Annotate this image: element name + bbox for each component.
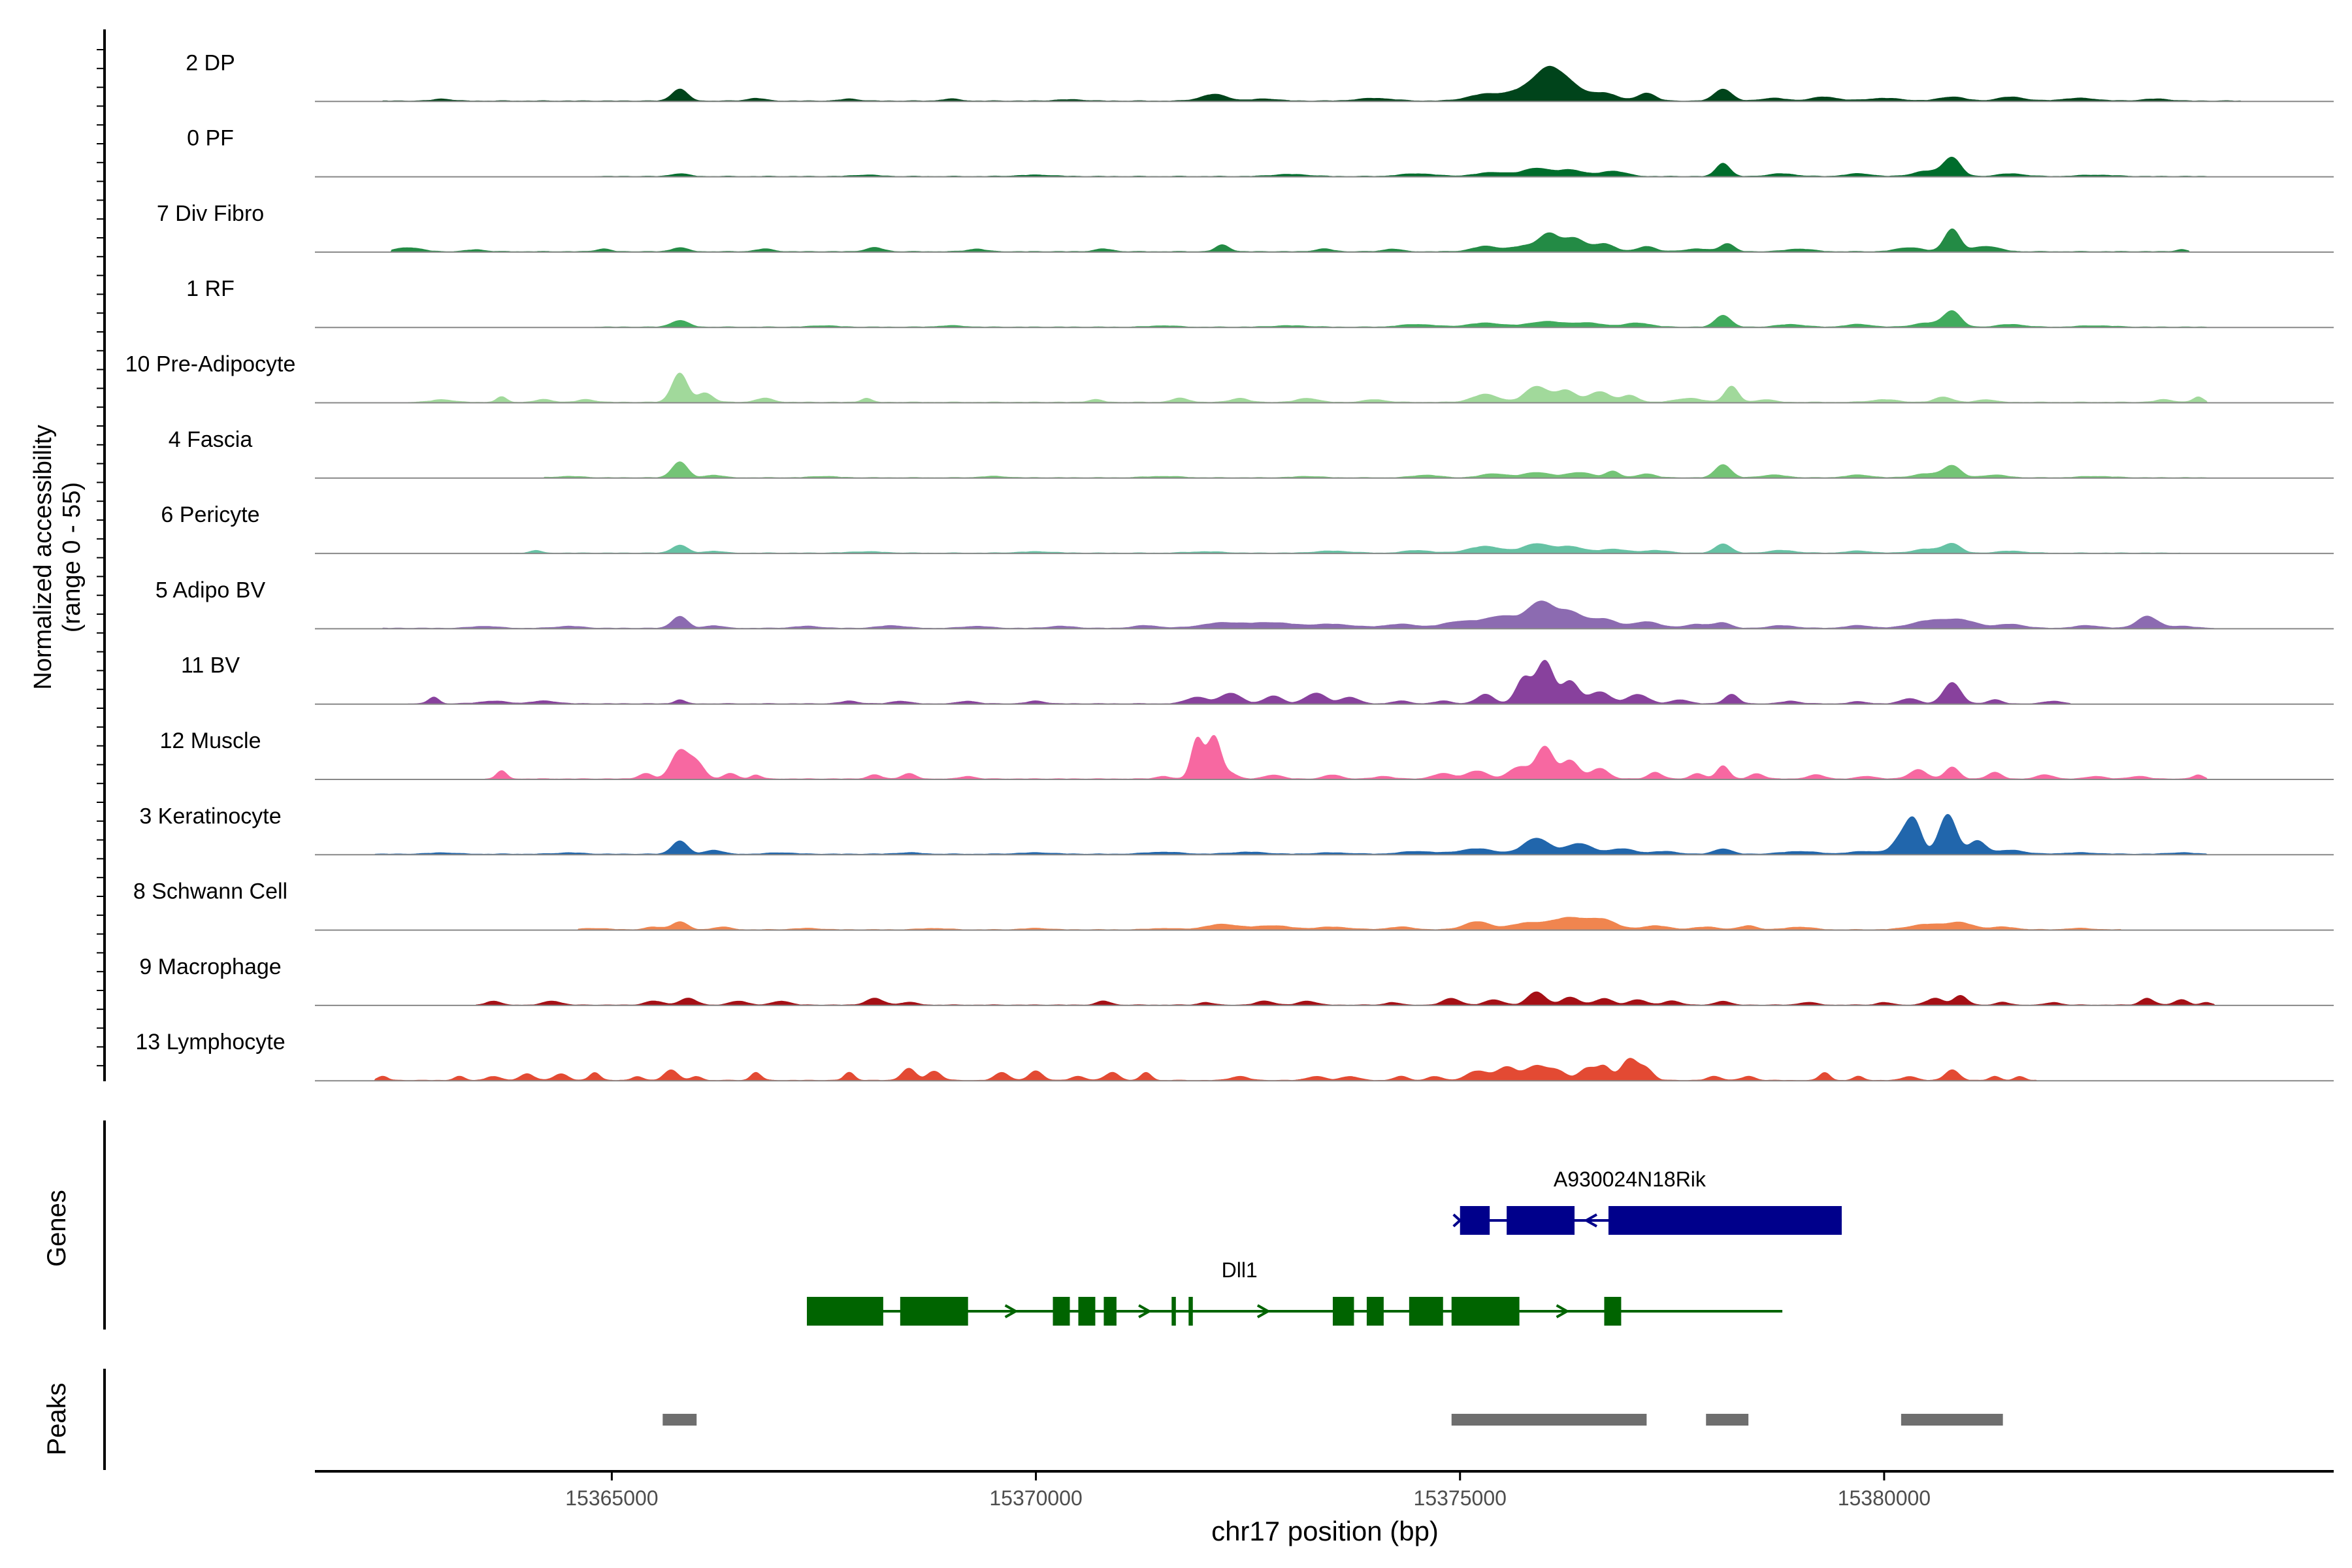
peak-region — [1706, 1414, 1749, 1426]
track-10: 12 Muscle — [160, 728, 2334, 780]
gene-exon — [1460, 1206, 1490, 1235]
coverage-area-12 — [315, 917, 2334, 931]
coverage-area-14 — [315, 1058, 2334, 1081]
track-label: 7 Div Fibro — [157, 201, 264, 226]
track-label: 1 RF — [186, 276, 235, 301]
coverage-area-13 — [315, 991, 2334, 1006]
x-tick-label: 15370000 — [989, 1486, 1082, 1510]
peak-region — [662, 1414, 697, 1426]
x-axis-label: chr17 position (bp) — [1211, 1516, 1439, 1546]
strand-arrow — [1004, 1304, 1019, 1318]
x-tick-label: 15380000 — [1838, 1486, 1931, 1510]
gene-Dll1: Dll1 — [807, 1258, 1783, 1326]
strand-arrow — [1556, 1304, 1570, 1318]
track-label: 3 Keratinocyte — [139, 804, 281, 828]
gene-exon — [1103, 1297, 1117, 1326]
track-label: 5 Adipo BV — [155, 578, 266, 602]
track-label: 4 Fascia — [169, 427, 253, 452]
gene-exon — [1507, 1206, 1575, 1235]
track-13: 9 Macrophage — [139, 955, 2334, 1006]
gene-name-label: A930024N18Rik — [1554, 1168, 1707, 1191]
x-axis: 15365000 15370000 15375000 15380000 — [315, 1470, 2334, 1510]
track-12: 8 Schwann Cell — [133, 879, 2334, 931]
gene-name-label: Dll1 — [1222, 1258, 1258, 1282]
track-2: 0 PF — [187, 126, 2334, 178]
coverage-tracks: 2 DP 0 PF 7 Div Fibro 1 RF 10 Pre-Adipocyte 4… — [125, 50, 2334, 1082]
coverage-area-11 — [315, 813, 2334, 855]
coverage-area-2 — [315, 156, 2334, 178]
y-axis-label-range: (range 0 - 55) — [58, 482, 86, 632]
strand-arrow — [1452, 1213, 1462, 1228]
peak-region — [1451, 1414, 1647, 1426]
gene-exon — [1604, 1297, 1622, 1326]
gene-exon — [807, 1297, 883, 1326]
strand-arrow — [1583, 1213, 1597, 1228]
coverage-area-9 — [315, 659, 2334, 705]
track-label: 13 Lymphocyte — [135, 1030, 285, 1054]
peak-region — [1901, 1414, 2003, 1426]
coverage-area-10 — [315, 735, 2334, 780]
x-tick-label: 15365000 — [565, 1486, 658, 1510]
gene-exon — [1053, 1297, 1070, 1326]
track-label: 11 BV — [181, 653, 240, 678]
y-axis-label: Normalized accessibility — [29, 425, 57, 689]
strand-arrow — [1138, 1304, 1152, 1318]
track-4: 1 RF — [186, 276, 2334, 329]
gene-exon — [1409, 1297, 1443, 1326]
strand-arrow — [1256, 1304, 1271, 1318]
track-label: 10 Pre-Adipocyte — [125, 352, 296, 377]
gene-exon — [1188, 1297, 1193, 1326]
track-9: 11 BV — [181, 653, 2334, 705]
x-tick-label: 15375000 — [1414, 1486, 1507, 1510]
track-label: 6 Pericyte — [161, 502, 259, 527]
track-7: 6 Pericyte — [161, 502, 2334, 555]
gene-A930024N18Rik: A930024N18Rik — [1452, 1168, 1842, 1235]
y-axis — [97, 29, 106, 1081]
coverage-area-4 — [315, 310, 2334, 328]
genes-panel: A930024N18Rik Dll1 — [103, 1120, 1842, 1330]
coverage-area-7 — [315, 542, 2334, 554]
gene-exon — [1078, 1297, 1096, 1326]
track-label: 8 Schwann Cell — [133, 879, 287, 904]
track-8: 5 Adipo BV — [155, 578, 2334, 630]
track-label: 12 Muscle — [160, 728, 261, 753]
coverage-area-3 — [315, 228, 2334, 253]
track-label: 0 PF — [187, 126, 234, 151]
track-5: 10 Pre-Adipocyte — [125, 352, 2334, 404]
track-label: 2 DP — [186, 50, 235, 75]
track-6: 4 Fascia — [169, 427, 2334, 479]
coverage-area-1 — [315, 65, 2334, 102]
track-3: 7 Div Fibro — [157, 201, 2334, 253]
track-11: 3 Keratinocyte — [139, 804, 2334, 856]
gene-exon — [1608, 1206, 1842, 1235]
gene-exon — [1366, 1297, 1384, 1326]
coverage-area-8 — [315, 600, 2334, 629]
gene-exon — [1332, 1297, 1354, 1326]
track-1: 2 DP — [186, 50, 2334, 103]
gene-exon — [1451, 1297, 1520, 1326]
genes-panel-label: Genes — [42, 1190, 71, 1267]
gene-exon — [1171, 1297, 1176, 1326]
gene-exon — [900, 1297, 968, 1326]
track-label: 9 Macrophage — [139, 955, 281, 979]
track-14: 13 Lymphocyte — [135, 1030, 2334, 1082]
peaks-panel-label: Peaks — [42, 1382, 71, 1455]
peaks-panel — [103, 1369, 2003, 1470]
coverage-area-5 — [315, 372, 2334, 403]
coverage-area-6 — [315, 461, 2334, 479]
